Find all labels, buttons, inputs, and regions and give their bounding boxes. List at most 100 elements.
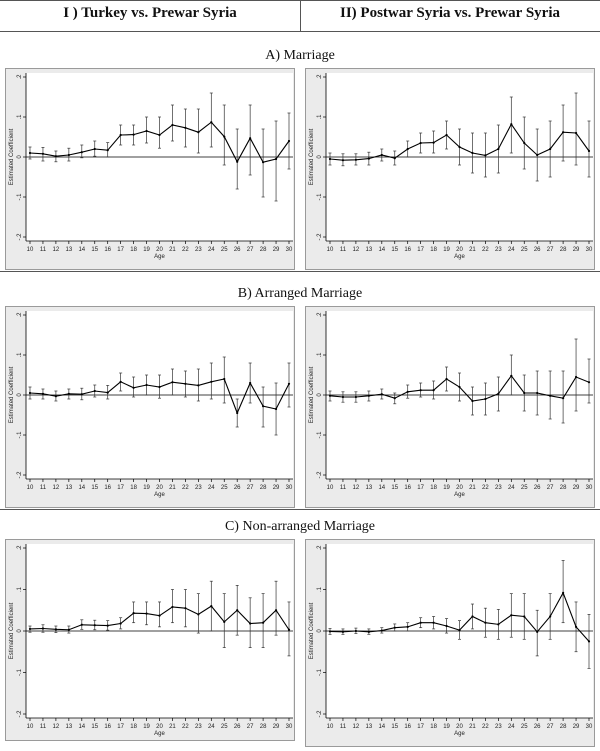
- x-tick-label: 27: [547, 724, 554, 730]
- data-point: [393, 157, 396, 160]
- data-point: [287, 382, 291, 385]
- x-tick-label: 24: [208, 247, 215, 253]
- x-tick-label: 26: [534, 724, 541, 730]
- section-title-arranged: B) Arranged Marriage: [237, 286, 363, 301]
- y-tick-label: 0: [17, 629, 23, 633]
- x-tick-label: 24: [508, 247, 515, 253]
- y-tick-label: 0: [317, 629, 323, 633]
- data-point: [274, 157, 278, 161]
- data-point: [341, 395, 345, 399]
- data-point: [432, 389, 435, 392]
- x-tick-label: 16: [404, 247, 411, 253]
- y-tick-label: -.2: [17, 471, 23, 479]
- y-axis-title: Estimated Coefficient: [309, 128, 315, 185]
- x-tick-label: 22: [482, 724, 489, 730]
- x-axis-title: Age: [454, 492, 465, 498]
- x-tick-label: 19: [143, 247, 150, 253]
- data-point: [497, 392, 500, 395]
- x-tick-label: 15: [391, 485, 398, 491]
- data-point: [471, 151, 474, 155]
- data-point: [562, 131, 565, 134]
- x-tick-label: 17: [117, 724, 124, 730]
- data-point: [419, 621, 422, 624]
- x-tick-label: 28: [260, 485, 267, 491]
- chart-panel-nonarranged-postwar: -.2 -.1 0 .1 .2 10 11 12 13 14 15 16 17 18 19 20 21 22 23 2…: [305, 539, 595, 747]
- y-tick-label: .1: [17, 352, 23, 358]
- data-point: [132, 612, 135, 615]
- data-point: [354, 395, 357, 399]
- x-tick-label: 23: [195, 485, 202, 491]
- x-tick-label: 16: [104, 247, 111, 253]
- x-tick-label: 27: [247, 485, 254, 491]
- section-divider-b: [0, 271, 600, 272]
- x-tick-label: 27: [547, 485, 554, 491]
- x-tick-label: 19: [443, 485, 450, 491]
- data-point: [223, 135, 226, 138]
- data-point: [67, 153, 70, 157]
- data-point: [445, 377, 448, 381]
- y-tick-label: -.2: [317, 471, 323, 479]
- x-tick-label: 27: [547, 247, 554, 253]
- data-point: [341, 159, 345, 162]
- x-tick-label: 25: [221, 485, 228, 491]
- data-point: [587, 640, 591, 643]
- data-point: [28, 627, 32, 631]
- x-tick-label: 12: [353, 485, 360, 491]
- x-tick-label: 24: [208, 724, 215, 730]
- y-tick-label: .2: [317, 74, 323, 80]
- y-tick-label: -.1: [317, 431, 323, 439]
- x-tick-label: 21: [469, 485, 476, 491]
- x-tick-label: 21: [469, 247, 476, 253]
- data-point: [328, 630, 332, 633]
- data-point: [406, 147, 409, 151]
- x-tick-label: 16: [404, 485, 411, 491]
- data-point: [274, 407, 278, 411]
- x-tick-label: 14: [78, 724, 85, 730]
- column-header-postwar: II) Postwar Syria vs. Prewar Syria: [340, 5, 560, 21]
- chart-panel-arranged-turkey: -.2 -.1 0 .1 .2 10 11 12 13 14 15 16 17 18 19 20 21 22 23 2…: [5, 306, 295, 508]
- x-tick-label: 18: [430, 724, 437, 730]
- data-point: [210, 605, 213, 608]
- x-tick-label: 14: [78, 485, 85, 491]
- data-point: [249, 137, 252, 140]
- x-tick-label: 19: [143, 724, 150, 730]
- y-tick-label: 0: [317, 393, 323, 397]
- data-point: [380, 393, 383, 396]
- x-axis-title: Age: [454, 254, 465, 260]
- x-tick-label: 25: [221, 247, 228, 253]
- data-point: [80, 393, 83, 396]
- y-tick-label: -.2: [317, 710, 323, 718]
- x-tick-label: 27: [247, 247, 254, 253]
- x-tick-label: 24: [508, 485, 515, 491]
- x-tick-label: 10: [327, 485, 334, 491]
- x-tick-label: 26: [234, 247, 241, 253]
- x-tick-label: 27: [247, 724, 254, 730]
- x-tick-label: 11: [340, 247, 347, 253]
- x-tick-label: 22: [482, 485, 489, 491]
- data-point: [484, 154, 487, 157]
- chart-nonarranged-turkey: -.2 -.1 0 .1 .2 10 11 12 13 14 15 16 17 18 19 20 21 22 23 2…: [9, 544, 293, 737]
- x-tick-label: 16: [104, 485, 111, 491]
- data-point: [419, 141, 422, 145]
- x-tick-label: 25: [521, 485, 528, 491]
- x-tick-label: 23: [195, 724, 202, 730]
- section-title-marriage: A) Marriage: [265, 48, 335, 63]
- x-tick-label: 30: [586, 247, 593, 253]
- x-tick-label: 16: [404, 724, 411, 730]
- data-point: [458, 629, 461, 632]
- x-tick-label: 30: [286, 247, 293, 253]
- x-tick-label: 20: [156, 247, 163, 253]
- data-point: [536, 153, 539, 157]
- data-point: [367, 630, 370, 633]
- x-tick-label: 15: [91, 247, 98, 253]
- x-tick-label: 29: [273, 247, 280, 253]
- x-tick-label: 17: [417, 247, 424, 253]
- x-axis-title: Age: [154, 492, 165, 498]
- data-point: [106, 624, 109, 627]
- data-point: [354, 629, 357, 633]
- x-tick-label: 16: [104, 724, 111, 730]
- x-tick-label: 12: [353, 724, 360, 730]
- data-point: [497, 623, 500, 626]
- section-title-nonarranged: C) Non-arranged Marriage: [224, 519, 376, 534]
- x-tick-label: 10: [27, 485, 34, 491]
